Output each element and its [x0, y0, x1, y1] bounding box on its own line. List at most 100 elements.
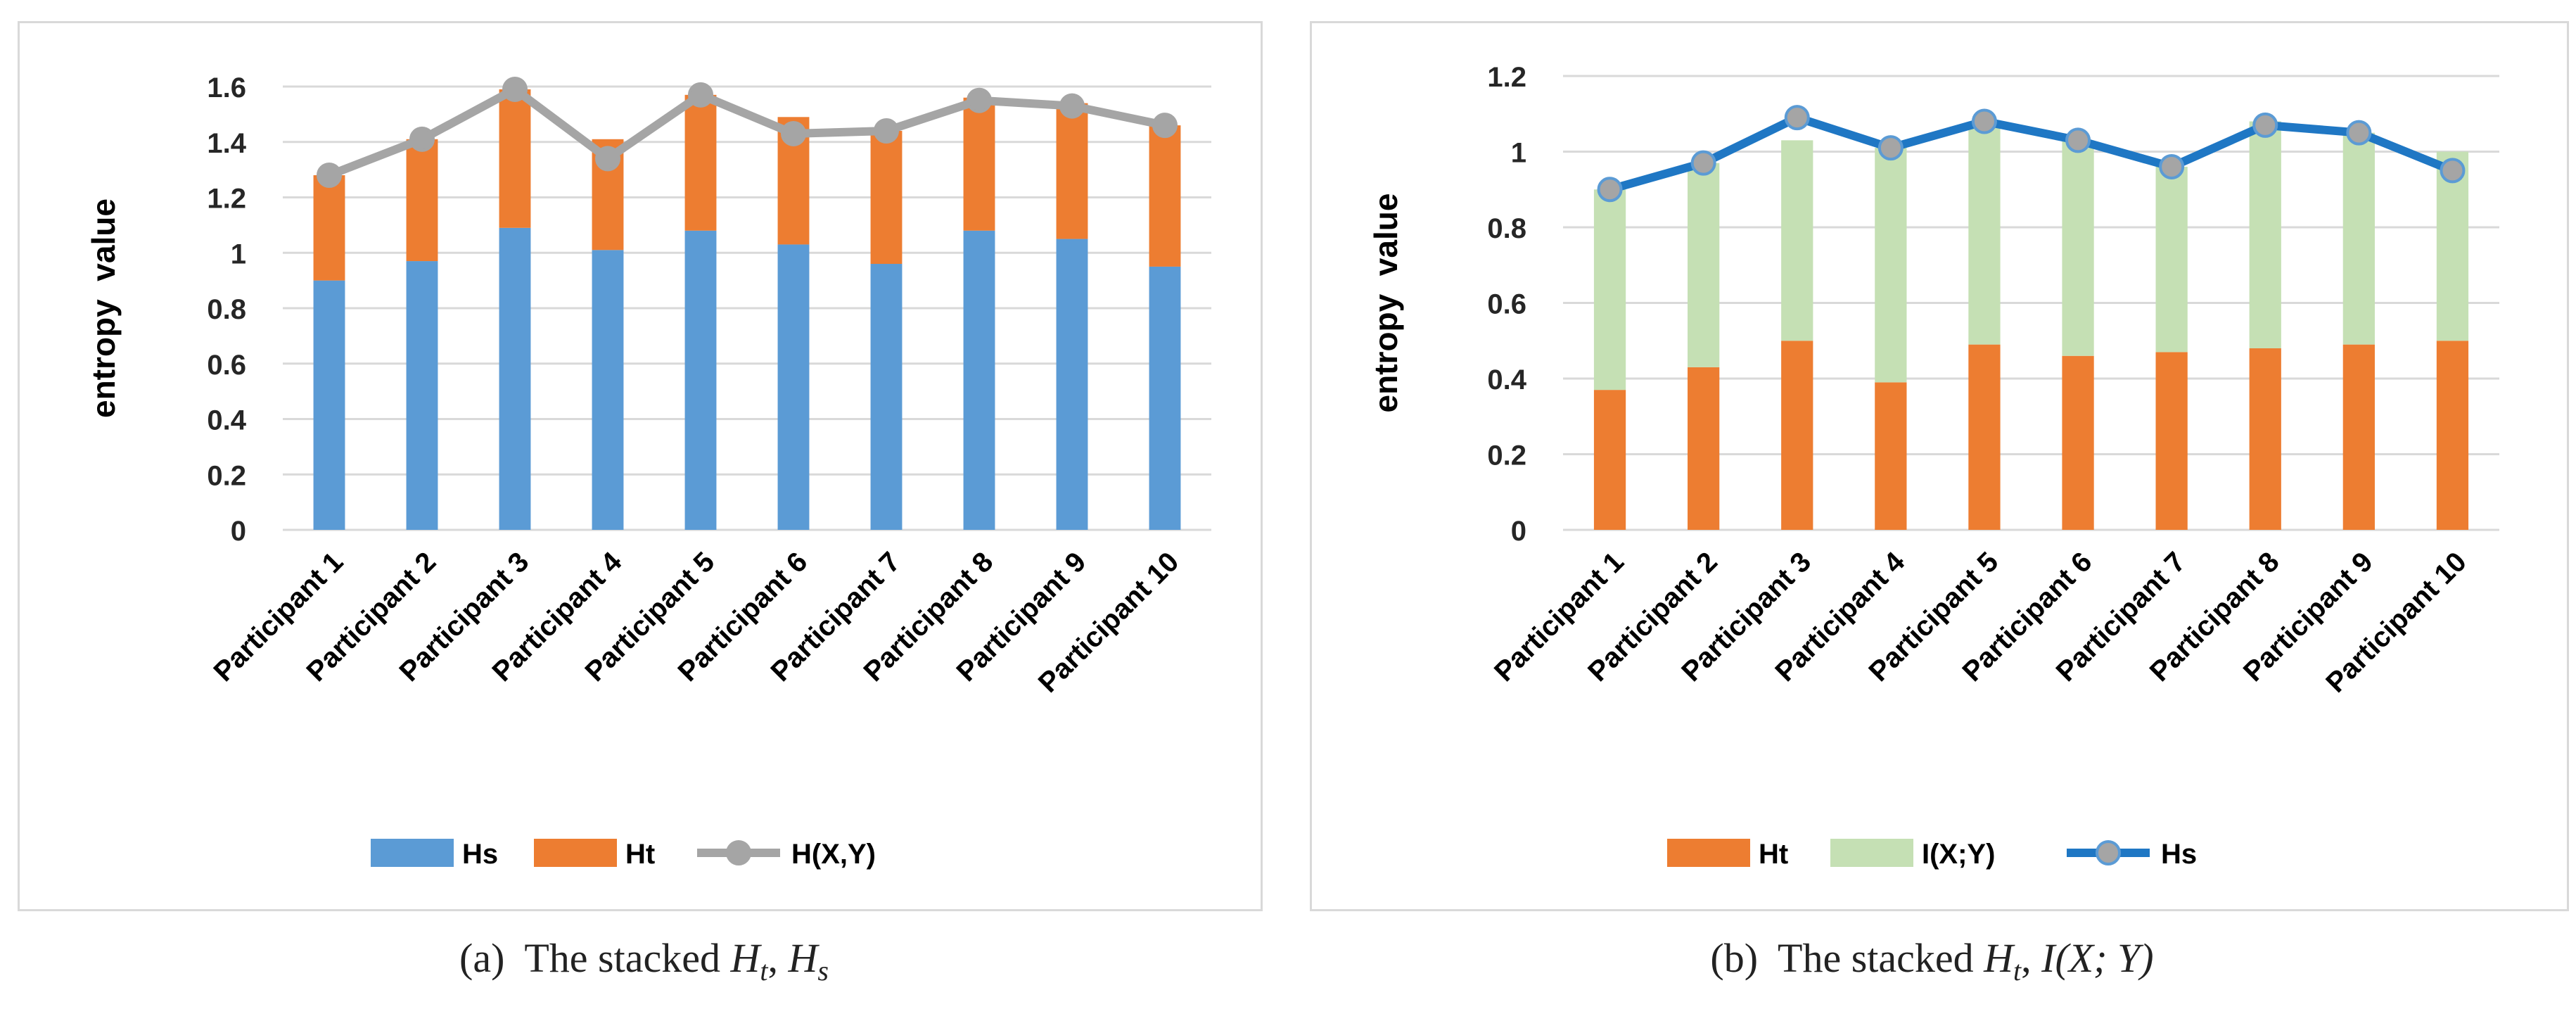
line-point: [874, 118, 899, 144]
line-point: [1597, 177, 1623, 203]
caption-symbol: H: [730, 935, 760, 981]
caption-subscript: t: [2013, 955, 2022, 987]
line-point: [2346, 120, 2372, 146]
y-tick-label: 0.4: [207, 405, 246, 436]
legend-swatch: [371, 839, 454, 867]
series-line-h-x-y-: [327, 84, 1166, 179]
line-point: [1152, 113, 1178, 139]
caption-symbol: H: [1984, 935, 2013, 981]
legend-marker: [726, 840, 751, 865]
legend-label: Hs: [462, 839, 498, 870]
y-tick-label: 1.2: [207, 184, 246, 215]
y-tick-label: 0.2: [207, 460, 246, 491]
line-point: [1971, 108, 1997, 134]
bar-i-x-y-: [1593, 189, 1626, 391]
line-point: [409, 126, 435, 152]
y-tick-label: 0.6: [1487, 289, 1526, 320]
bar-hs: [406, 261, 438, 530]
line-point: [781, 120, 806, 146]
legend-label: Ht: [625, 839, 655, 870]
bar-ht: [1688, 367, 1720, 530]
bar-ht: [406, 139, 438, 262]
y-tick-label: 0.8: [1487, 213, 1526, 244]
caption-subscript: t: [760, 955, 768, 987]
bar-ht: [1593, 390, 1626, 530]
caption-subscript: s: [817, 955, 829, 987]
caption-symbol: H: [788, 935, 818, 981]
y-tick-label: 1: [1511, 138, 1526, 169]
bar-hs: [592, 250, 624, 530]
y-tick-label: 1: [231, 239, 246, 269]
y-tick-label: 0: [1511, 516, 1526, 547]
line-point: [595, 146, 620, 172]
bar-i-x-y-: [2342, 132, 2375, 345]
line-point: [967, 87, 992, 113]
line-point: [1059, 93, 1085, 119]
bar-hs: [684, 230, 717, 530]
bar-hs: [777, 244, 810, 530]
line-point: [317, 163, 342, 188]
bar-ht: [313, 175, 345, 281]
bar-ht: [1149, 125, 1181, 267]
caption-label: (b): [1710, 935, 1759, 981]
bar-ht: [870, 131, 903, 264]
bar-ht: [1781, 341, 1813, 530]
caption-label: (a): [459, 935, 505, 981]
bar-i-x-y-: [1781, 140, 1813, 341]
bar-i-x-y-: [1968, 121, 2001, 345]
bar-ht: [2249, 348, 2281, 530]
line-point: [1690, 150, 1716, 176]
y-tick-label: 0: [231, 516, 246, 547]
caption-text: The stacked: [1778, 935, 1974, 981]
bar-hs: [313, 280, 345, 530]
bar-hs: [963, 230, 995, 530]
y-tick-label: 1.4: [207, 128, 246, 159]
chart-frame: [18, 21, 1263, 911]
bar-ht: [1056, 103, 1088, 239]
bar-hs: [870, 264, 903, 530]
bar-ht: [1875, 382, 1907, 530]
bar-ht: [684, 94, 717, 231]
legend-label: H(X,Y): [791, 839, 876, 870]
line-point: [2252, 112, 2278, 138]
y-axis-title: entropy value: [1367, 194, 1404, 413]
bar-ht: [499, 89, 531, 228]
legend-swatch: [1667, 839, 1750, 867]
caption-a: (a) The stacked Ht, Hs: [459, 935, 829, 987]
y-tick-label: 0.2: [1487, 440, 1526, 471]
line-point: [2440, 158, 2466, 184]
legend-label: Ht: [1759, 839, 1788, 870]
legend-marker: [2096, 840, 2121, 865]
y-tick-label: 0.6: [207, 350, 246, 381]
bar-ht: [2062, 355, 2094, 530]
line-point: [502, 76, 528, 102]
line-point: [1784, 105, 1810, 131]
legend-label: I(X;Y): [1922, 839, 1995, 870]
bar-ht: [1968, 344, 2001, 530]
legend-swatch: [534, 839, 617, 867]
bar-i-x-y-: [2155, 167, 2188, 353]
bar-ht: [2342, 344, 2375, 530]
y-tick-label: 0.8: [207, 294, 246, 325]
bar-i-x-y-: [1875, 148, 1907, 383]
caption-text: The stacked: [524, 935, 720, 981]
bar-i-x-y-: [2249, 121, 2281, 348]
bar-hs: [1056, 239, 1088, 530]
bar-ht: [2155, 352, 2188, 530]
legend-label: Hs: [2161, 839, 2197, 870]
y-axis-title: entropy value: [85, 198, 122, 418]
bar-hs: [1149, 266, 1181, 530]
bar-ht: [963, 97, 995, 231]
line-point: [2065, 127, 2091, 153]
y-tick-label: 0.4: [1487, 364, 1526, 395]
bar-hs: [499, 227, 531, 530]
legend-swatch: [1830, 839, 1913, 867]
line-point: [1877, 135, 1904, 161]
bar-i-x-y-: [2062, 140, 2094, 356]
line-point: [688, 82, 713, 108]
caption-b: (b) The stacked Ht, I(X; Y): [1710, 935, 2154, 987]
bar-i-x-y-: [1688, 163, 1720, 367]
y-tick-label: 1.6: [207, 72, 246, 103]
